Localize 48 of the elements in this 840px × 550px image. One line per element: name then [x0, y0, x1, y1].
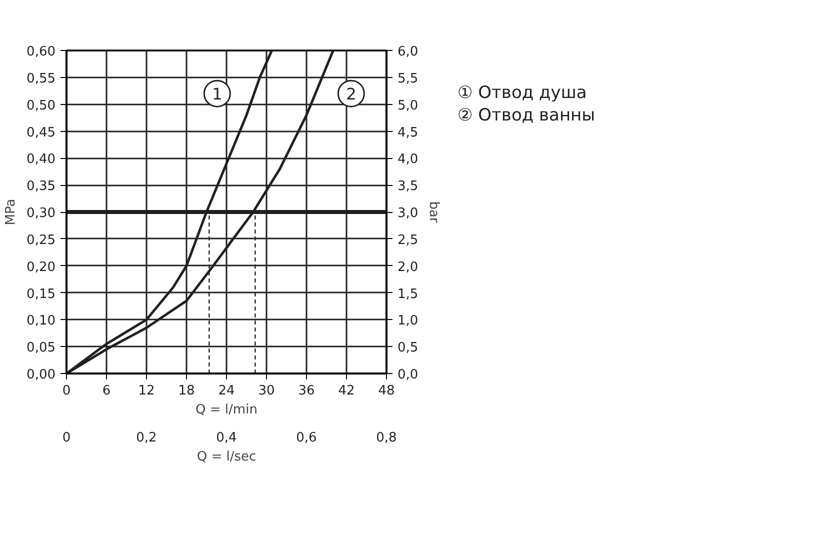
x2-tick-label: 0,6: [296, 430, 317, 446]
y-tick-label: 0,20: [26, 260, 56, 275]
y-tick-label: 0,00: [26, 368, 56, 382]
y2-axis-title: bar: [426, 201, 442, 224]
y-tick-label: 0,05: [26, 340, 56, 356]
x-axis-title: Q = l/min: [196, 402, 258, 418]
y-tick-label: 0,30: [26, 206, 56, 221]
y-tick-label: 0,25: [26, 232, 56, 248]
annotation: 2: [346, 84, 356, 104]
x-tick-label: 18: [178, 384, 195, 398]
text: ② Отвод ванны: [458, 105, 596, 126]
x-tick-label: 6: [102, 384, 111, 398]
y2-tick-label: 1,5: [398, 286, 418, 302]
y2-tick-label: 0,5: [398, 340, 418, 356]
y-tick-label: 0,50: [26, 98, 56, 114]
y2-tick-label: 5,5: [398, 71, 418, 86]
y2-tick-label: 4,0: [398, 152, 418, 168]
y2-tick-label: 1,0: [398, 314, 418, 329]
annotation: 1: [212, 84, 222, 104]
y2-tick-label: 5,0: [398, 98, 418, 114]
y2-tick-label: 2,0: [398, 260, 418, 275]
y-axis-title: MPa: [4, 198, 19, 226]
x2-tick-label: 0: [62, 430, 71, 446]
x2-tick-label: 0,8: [376, 430, 397, 446]
x-tick-label: 30: [258, 384, 275, 398]
y-tick-label: 0,40: [26, 152, 56, 168]
y-tick-label: 0,10: [26, 314, 56, 329]
y2-tick-label: 3,0: [398, 206, 418, 221]
y2-tick-label: 6,0: [398, 44, 418, 60]
y-tick-label: 0,55: [26, 71, 56, 86]
x2-axis-title: Q = l/sec: [196, 450, 256, 464]
x-tick-label: 0: [62, 384, 71, 398]
x-tick-label: 48: [378, 384, 395, 398]
y2-tick-label: 3,5: [398, 179, 418, 194]
text: ① Отвод душа: [458, 83, 587, 104]
y-tick-label: 0,45: [26, 125, 56, 140]
y2-tick-label: 0,0: [398, 368, 418, 382]
x2-tick-label: 0,2: [136, 430, 157, 446]
y2-tick-label: 4,5: [398, 125, 418, 140]
y-tick-label: 0,60: [26, 44, 56, 60]
y-tick-label: 0,15: [26, 286, 56, 302]
x-tick-label: 24: [218, 384, 235, 398]
x-tick-label: 12: [138, 384, 155, 398]
y-tick-label: 0,35: [26, 179, 56, 194]
y2-tick-label: 2,5: [398, 232, 418, 248]
x-tick-label: 36: [298, 384, 315, 398]
x2-tick-label: 0,4: [216, 430, 237, 446]
x-tick-label: 42: [338, 384, 355, 398]
